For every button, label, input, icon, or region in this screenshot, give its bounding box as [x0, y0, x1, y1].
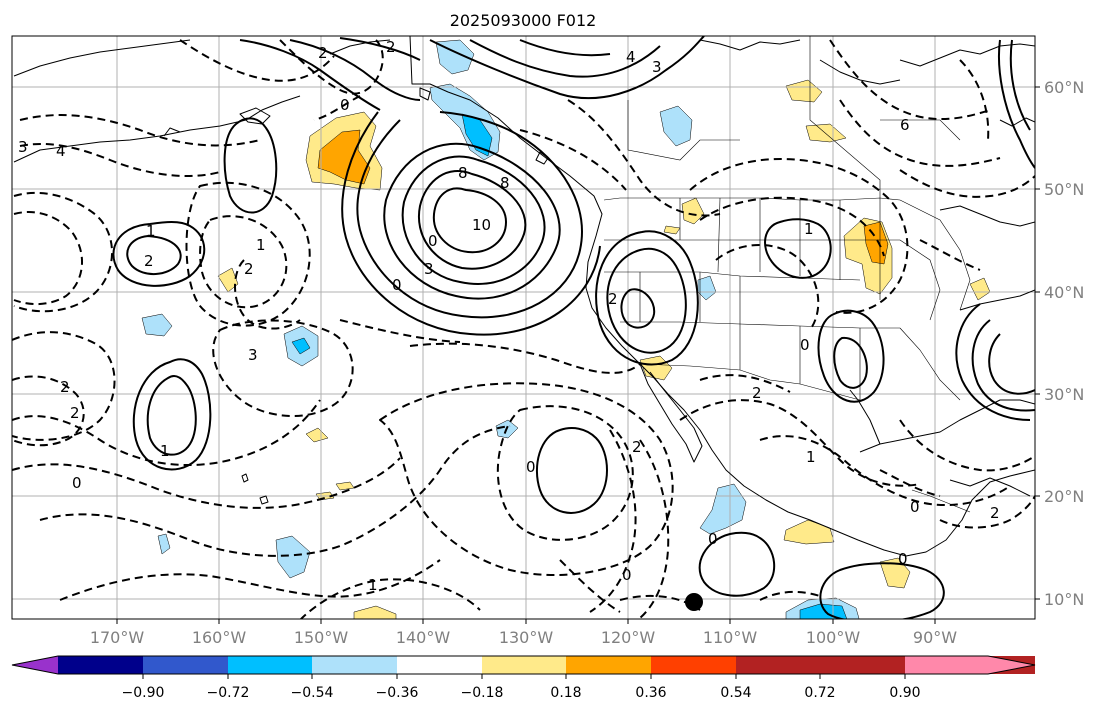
- contour-label: 2: [318, 44, 328, 62]
- contour-label: 1: [806, 448, 816, 466]
- contour-label: 0: [72, 474, 82, 492]
- contour-label: 1: [368, 576, 378, 594]
- positive-contours: [112, 36, 1035, 619]
- colorbar-segment: [736, 656, 820, 674]
- lon-label: 110°W: [703, 628, 758, 647]
- lon-label: 120°W: [601, 628, 656, 647]
- contour-label: 3: [652, 58, 662, 76]
- contour-label: 0: [428, 232, 438, 250]
- contour-label: 1: [160, 442, 170, 460]
- lon-label: 150°W: [294, 628, 349, 647]
- colorbar-segment: [651, 656, 736, 674]
- contour-label: 1: [256, 236, 266, 254]
- contour-label: 2: [632, 438, 642, 456]
- colorbar-tick-label: 0.18: [550, 685, 581, 701]
- map-title: 2025093000 F012: [450, 11, 597, 30]
- contour-label: 2: [60, 378, 70, 396]
- map-frame: [11, 35, 1036, 620]
- graticule: [12, 36, 1035, 619]
- contour-label: 8: [500, 174, 510, 192]
- colorbar-tick-label: −0.54: [291, 685, 334, 701]
- lat-label: 30°N: [1044, 385, 1084, 404]
- longitude-labels: 170°W 160°W 150°W 140°W 130°W 120°W 110°…: [90, 628, 957, 647]
- contour-label: 3: [18, 138, 28, 156]
- lat-label: 50°N: [1044, 180, 1084, 199]
- contour-label: 4: [626, 48, 636, 66]
- colorbar-tick-label: −0.36: [376, 685, 419, 701]
- contour-label: 3: [248, 346, 258, 364]
- contour-labels: 2 2 0 8 10 8 0 3 1 2 2 3 2 2 1 0 0 0 1 1…: [18, 38, 1000, 594]
- colorbar-segment: [228, 656, 312, 674]
- lat-label: 10°N: [1044, 590, 1084, 609]
- lat-label: 20°N: [1044, 487, 1084, 506]
- political-borders: [603, 36, 971, 513]
- colorbar-segment: [482, 656, 566, 674]
- colorbar-tick-label: 0.36: [635, 685, 666, 701]
- lat-label: 60°N: [1044, 78, 1084, 97]
- colorbar-tick-label: −0.90: [122, 685, 165, 701]
- contour-label: 8: [458, 164, 468, 182]
- lon-label: 140°W: [396, 628, 451, 647]
- contour-label: 0: [800, 336, 810, 354]
- colorbar-segment: [397, 656, 482, 674]
- contour-label: 0: [708, 530, 718, 548]
- lon-label: 90°W: [913, 628, 957, 647]
- colorbar-extend-high-tip: [905, 656, 1035, 674]
- lon-label: 130°W: [499, 628, 554, 647]
- contour-label: 0: [340, 96, 350, 114]
- contour-label: 2: [144, 252, 154, 270]
- contour-label: 2: [244, 260, 254, 278]
- lon-label: 100°W: [806, 628, 861, 647]
- colorbar-segment: [566, 656, 651, 674]
- colorbar-tick-label: −0.72: [207, 685, 250, 701]
- contour-label: 3: [424, 260, 434, 278]
- colorbar-ticks: −0.90 −0.72 −0.54 −0.36 −0.18 0.18 0.36 …: [122, 674, 921, 701]
- colorbar-segment: [143, 656, 228, 674]
- positive-shading: [217, 79, 991, 619]
- colorbar-segment: [58, 656, 143, 674]
- contour-label: 2: [608, 290, 618, 308]
- colorbar: [11, 655, 1036, 675]
- colorbar-tick-label: 0.54: [720, 685, 751, 701]
- coastlines: [13, 36, 1035, 557]
- contour-label: 2: [70, 404, 80, 422]
- lon-label: 170°W: [90, 628, 145, 647]
- contour-label: 2: [990, 504, 1000, 522]
- contour-label: 0: [910, 498, 920, 516]
- negative-contours: [12, 39, 1035, 619]
- colorbar-segment: [312, 656, 397, 674]
- contour-label: 2: [386, 38, 396, 56]
- contour-label: 0: [526, 458, 536, 476]
- map-panel: 2 2 0 8 10 8 0 3 1 2 2 3 2 2 1 0 0 0 1 1…: [12, 36, 1035, 619]
- colorbar-extend-low: [12, 656, 58, 674]
- contour-label: 0: [622, 566, 632, 584]
- lat-label: 40°N: [1044, 283, 1084, 302]
- black-dot-marker: [685, 593, 703, 611]
- contour-label: 0: [898, 550, 908, 568]
- contour-label: 10: [472, 216, 491, 234]
- contour-label: 1: [804, 220, 814, 238]
- colorbar-tick-label: −0.18: [461, 685, 504, 701]
- contour-label: 2: [752, 384, 762, 402]
- colorbar-tick-label: 0.72: [804, 685, 835, 701]
- contour-label: 6: [900, 116, 910, 134]
- contour-label: 0: [392, 276, 402, 294]
- latitude-labels: 60°N 50°N 40°N 30°N 20°N 10°N: [1044, 78, 1084, 609]
- contour-label: 4: [56, 142, 66, 160]
- contour-label: 1: [146, 222, 156, 240]
- axis-ticks: [116, 86, 1040, 624]
- colorbar-tick-label: 0.90: [889, 685, 920, 701]
- lon-label: 160°W: [192, 628, 247, 647]
